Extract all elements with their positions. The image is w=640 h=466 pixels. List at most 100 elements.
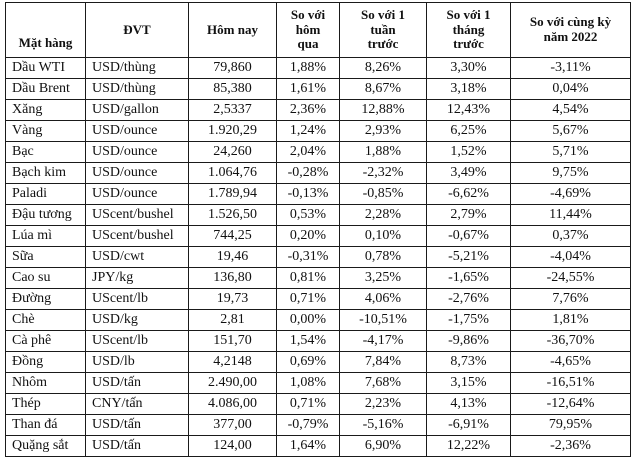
unit: UScent/bushel: [85, 225, 189, 247]
table-row: Dầu WTI USD/thùng 79,860 1,88% 8,26% 3,30% -3,…: [5, 57, 631, 79]
today-price: 4.086,00: [188, 393, 277, 415]
today-price: 4,2148: [188, 351, 277, 373]
unit: USD/cwt: [85, 246, 189, 268]
pct-vs-same-period-2022: 5,67%: [510, 120, 631, 142]
unit: USD/gallon: [85, 99, 189, 121]
commodity-name: Sữa: [5, 246, 86, 268]
pct-vs-same-period-2022: 5,71%: [510, 141, 631, 163]
pct-vs-week: 12,88%: [339, 99, 427, 121]
pct-vs-month: -0,67%: [426, 225, 511, 247]
table-row: Nhôm USD/tấn 2.490,00 1,08% 7,68% 3,15% -16,51…: [5, 372, 631, 394]
pct-vs-month: 3,15%: [426, 372, 511, 394]
pct-vs-month: 4,13%: [426, 393, 511, 415]
pct-vs-yesterday: 0,81%: [276, 267, 340, 289]
header-commodity: Mặt hàng: [5, 2, 86, 58]
pct-vs-month: 3,18%: [426, 78, 511, 100]
unit: UScent/bushel: [85, 204, 189, 226]
unit: CNY/tấn: [85, 393, 189, 415]
pct-vs-same-period-2022: 0,04%: [510, 78, 631, 100]
pct-vs-same-period-2022: -3,11%: [510, 57, 631, 79]
commodity-name: Dầu Brent: [5, 78, 86, 100]
commodity-name: Đường: [5, 288, 86, 310]
pct-vs-yesterday: 1,08%: [276, 372, 340, 394]
table-row: Sữa USD/cwt 19,46 -0,31% 0,78% -5,21% -4,04%: [5, 246, 631, 268]
pct-vs-yesterday: -0,79%: [276, 414, 340, 436]
pct-vs-month: 8,73%: [426, 351, 511, 373]
table-row: Bạch kim USD/ounce 1.064,76 -0,28% -2,32% 3,4…: [5, 162, 631, 184]
today-price: 136,80: [188, 267, 277, 289]
pct-vs-same-period-2022: -16,51%: [510, 372, 631, 394]
pct-vs-same-period-2022: -36,70%: [510, 330, 631, 352]
pct-vs-week: -10,51%: [339, 309, 427, 331]
table-row: Dầu Brent USD/thùng 85,380 1,61% 8,67% 3,18% 0…: [5, 78, 631, 100]
today-price: 2,81: [188, 309, 277, 331]
pct-vs-same-period-2022: 11,44%: [510, 204, 631, 226]
pct-vs-week: -4,17%: [339, 330, 427, 352]
unit: USD/ounce: [85, 120, 189, 142]
unit: USD/thùng: [85, 78, 189, 100]
commodity-name: Lúa mì: [5, 225, 86, 247]
pct-vs-yesterday: -0,13%: [276, 183, 340, 205]
unit: JPY/kg: [85, 267, 189, 289]
table-header: Mặt hàng ĐVT Hôm nay So với hôm qua So v…: [5, 2, 631, 58]
pct-vs-same-period-2022: 79,95%: [510, 414, 631, 436]
pct-vs-yesterday: 1,88%: [276, 57, 340, 79]
unit: USD/ounce: [85, 162, 189, 184]
header-row: Mặt hàng ĐVT Hôm nay So với hôm qua So v…: [5, 2, 631, 58]
table-row: Bạc USD/ounce 24,260 2,04% 1,88% 1,52% 5,71%: [5, 141, 631, 163]
table-row: Quặng sắt USD/tấn 124,00 1,64% 6,90% 12,22% -2…: [5, 435, 631, 457]
pct-vs-month: 3,49%: [426, 162, 511, 184]
commodity-name: Than đá: [5, 414, 86, 436]
pct-vs-yesterday: 1,61%: [276, 78, 340, 100]
pct-vs-week: -5,16%: [339, 414, 427, 436]
header-vs-yesterday: So với hôm qua: [276, 2, 340, 58]
today-price: 1.789,94: [188, 183, 277, 205]
pct-vs-week: 2,23%: [339, 393, 427, 415]
commodity-name: Paladi: [5, 183, 86, 205]
pct-vs-yesterday: 0,53%: [276, 204, 340, 226]
pct-vs-same-period-2022: -4,65%: [510, 351, 631, 373]
today-price: 85,380: [188, 78, 277, 100]
pct-vs-month: -1,65%: [426, 267, 511, 289]
pct-vs-week: 1,88%: [339, 141, 427, 163]
pct-vs-same-period-2022: 9,75%: [510, 162, 631, 184]
commodity-name: Dầu WTI: [5, 57, 86, 79]
today-price: 24,260: [188, 141, 277, 163]
unit: USD/thùng: [85, 57, 189, 79]
pct-vs-yesterday: 2,36%: [276, 99, 340, 121]
pct-vs-same-period-2022: 0,37%: [510, 225, 631, 247]
table-row: Paladi USD/ounce 1.789,94 -0,13% -0,85% -6,62…: [5, 183, 631, 205]
pct-vs-yesterday: 0,69%: [276, 351, 340, 373]
pct-vs-same-period-2022: -4,69%: [510, 183, 631, 205]
pct-vs-month: -5,21%: [426, 246, 511, 268]
pct-vs-month: 12,22%: [426, 435, 511, 457]
pct-vs-month: 2,79%: [426, 204, 511, 226]
table-row: Vàng USD/ounce 1.920,29 1,24% 2,93% 6,25% 5,67…: [5, 120, 631, 142]
pct-vs-yesterday: 1,54%: [276, 330, 340, 352]
commodity-name: Chè: [5, 309, 86, 331]
commodity-name: Bạc: [5, 141, 86, 163]
commodity-name: Đậu tương: [5, 204, 86, 226]
commodity-name: Cao su: [5, 267, 86, 289]
unit: UScent/lb: [85, 288, 189, 310]
commodity-name: Thép: [5, 393, 86, 415]
pct-vs-same-period-2022: -12,64%: [510, 393, 631, 415]
table-row: Chè USD/kg 2,81 0,00% -10,51% -1,75% 1,81%: [5, 309, 631, 331]
header-vs-2022: So với cùng kỳ năm 2022: [510, 2, 631, 58]
commodity-name: Xăng: [5, 99, 86, 121]
commodity-name: Quặng sắt: [5, 435, 86, 457]
unit: USD/tấn: [85, 372, 189, 394]
unit: UScent/lb: [85, 330, 189, 352]
pct-vs-week: 7,84%: [339, 351, 427, 373]
today-price: 2,5337: [188, 99, 277, 121]
pct-vs-same-period-2022: -4,04%: [510, 246, 631, 268]
table-row: Lúa mì UScent/bushel 744,25 0,20% 0,10% -0,67…: [5, 225, 631, 247]
pct-vs-yesterday: 1,64%: [276, 435, 340, 457]
commodity-name: Cà phê: [5, 330, 86, 352]
header-today: Hôm nay: [188, 2, 277, 58]
pct-vs-month: 1,52%: [426, 141, 511, 163]
pct-vs-week: 7,68%: [339, 372, 427, 394]
pct-vs-yesterday: -0,31%: [276, 246, 340, 268]
pct-vs-week: 3,25%: [339, 267, 427, 289]
pct-vs-same-period-2022: -24,55%: [510, 267, 631, 289]
